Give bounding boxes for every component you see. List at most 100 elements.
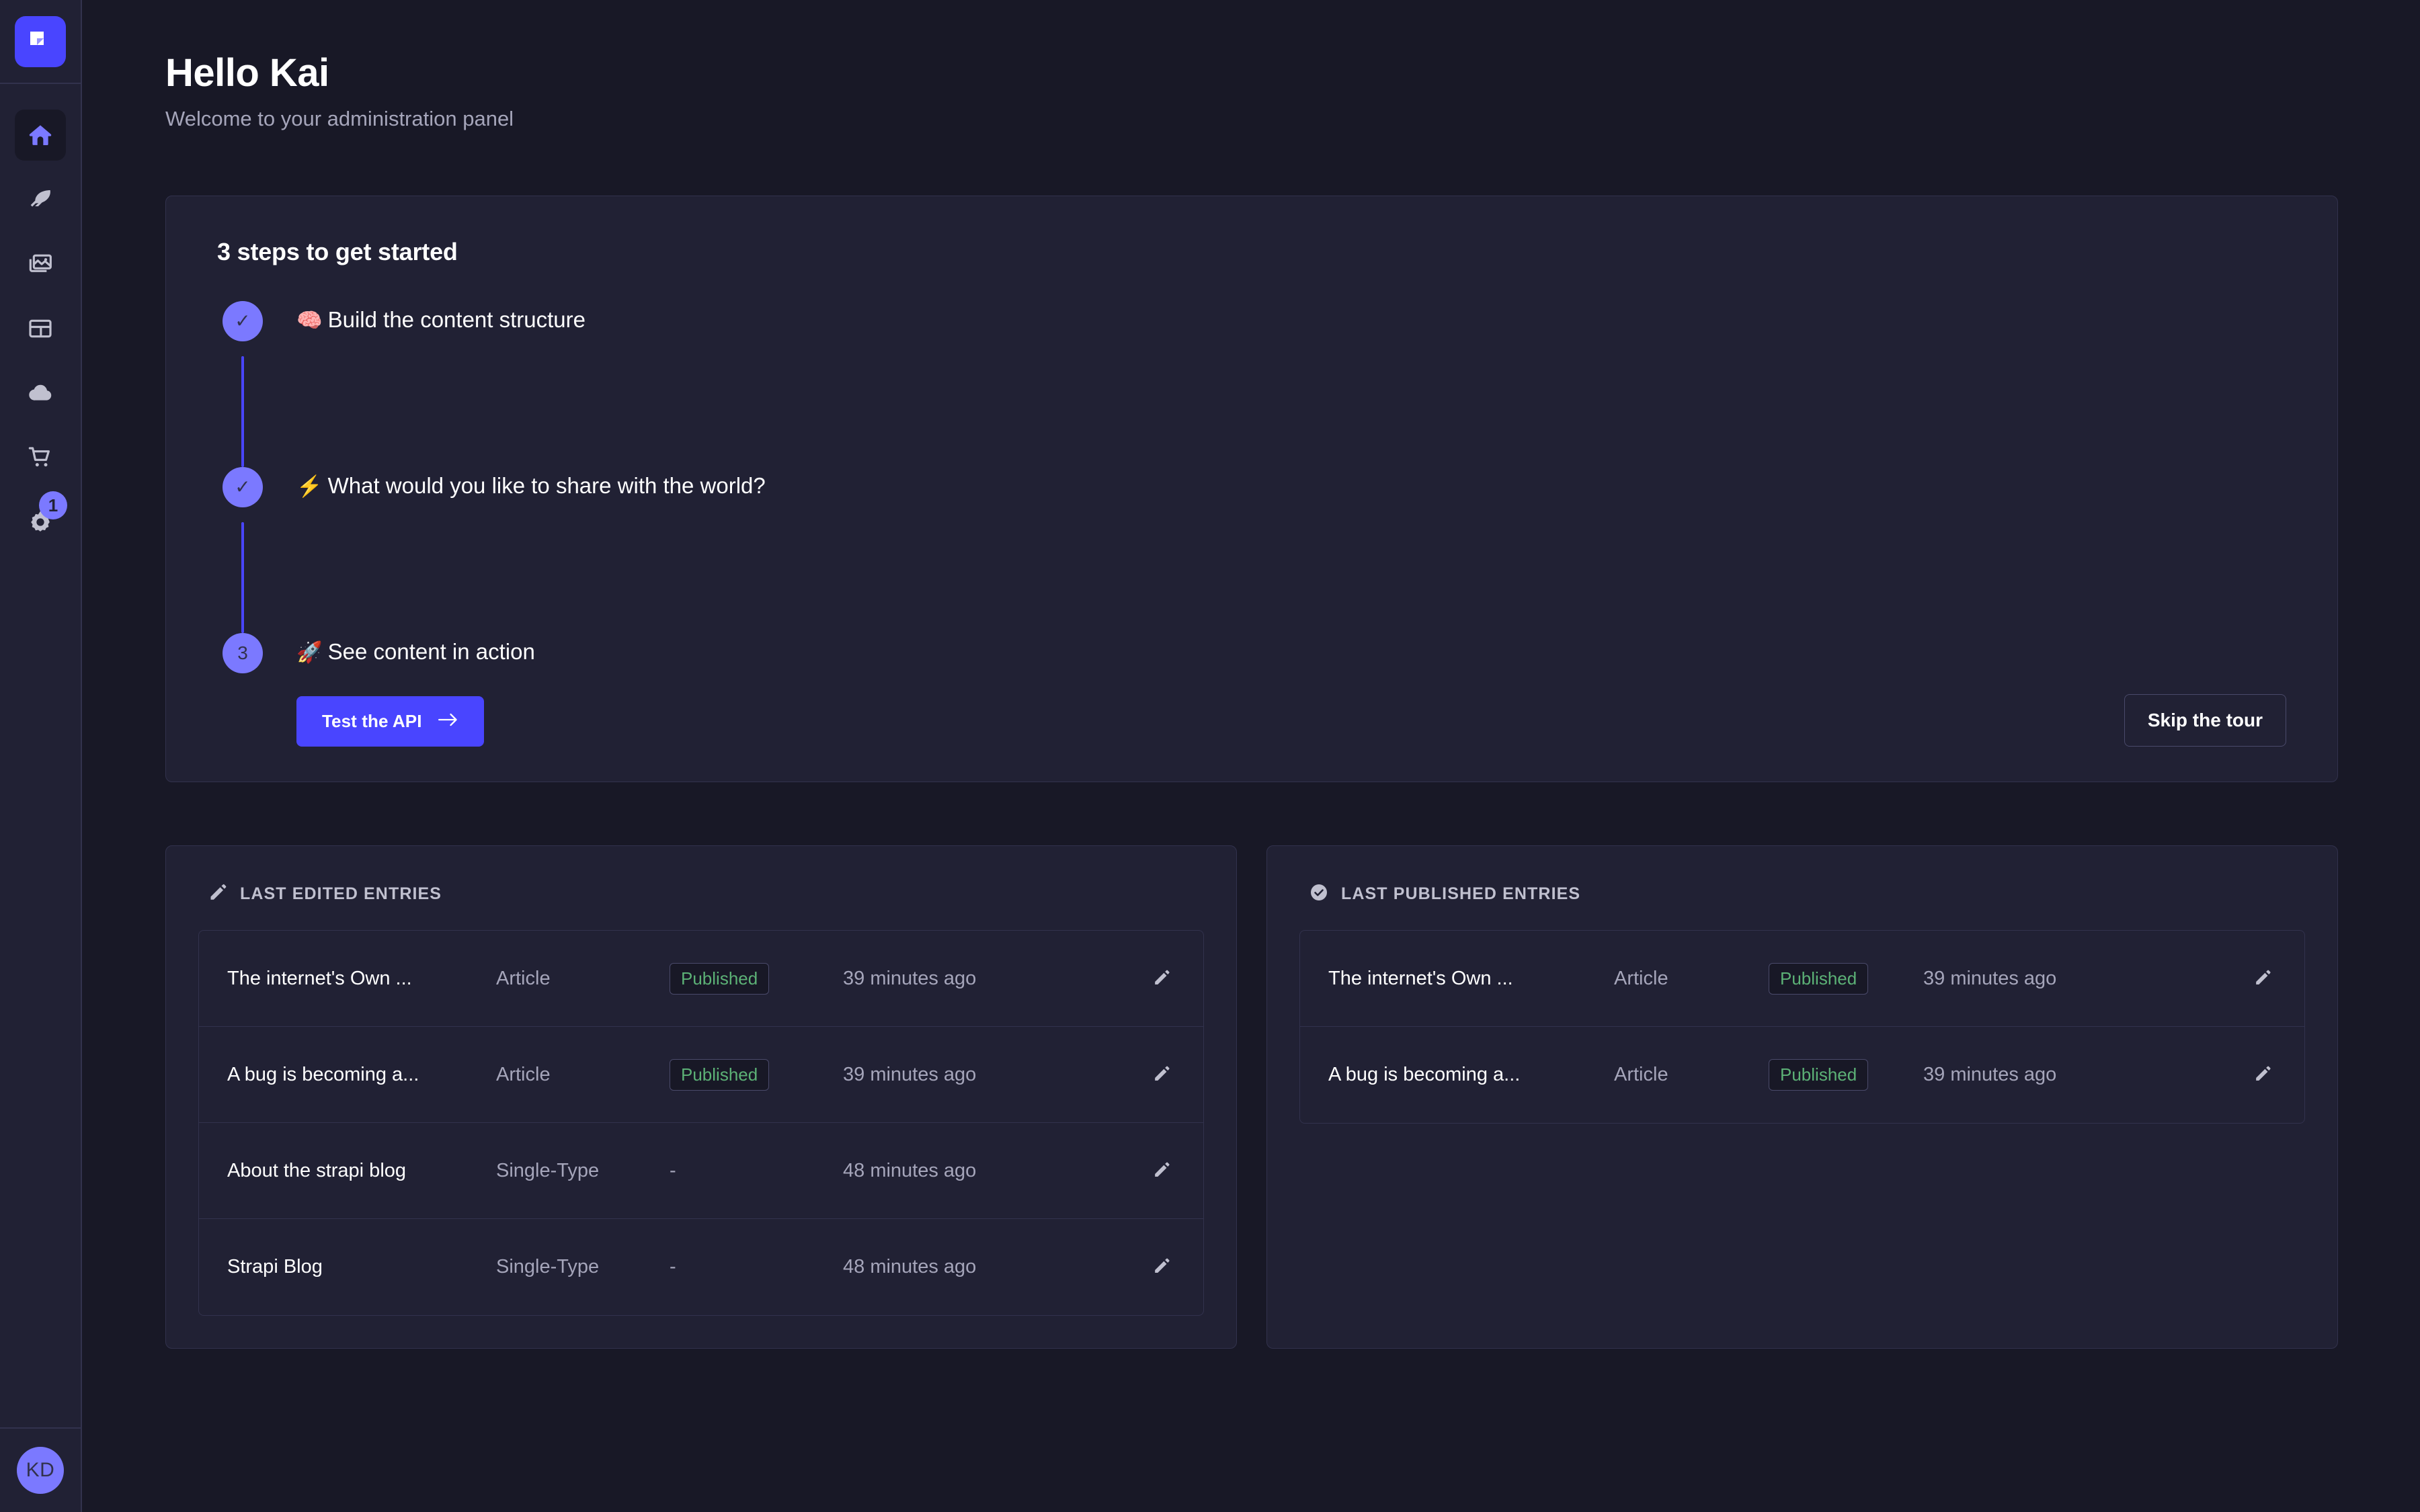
entry-time: 39 minutes ago (843, 967, 977, 989)
table-row[interactable]: The internet's Own ... Article Published… (199, 931, 1203, 1027)
edit-entry-button[interactable] (1148, 1253, 1175, 1282)
step-bullet-col: ✓ (217, 300, 268, 467)
status-badge: Published (670, 1058, 770, 1091)
entry-title: About the strapi blog (227, 1159, 407, 1181)
rocket-emoji-icon: 🚀 (296, 640, 323, 664)
onboarding-step-2: ✓ ⚡ What would you like to share with the… (217, 466, 2286, 633)
pencil-icon (1152, 1161, 1171, 1181)
entry-title: Strapi Blog (227, 1256, 323, 1278)
edit-entry-button[interactable] (2249, 1060, 2276, 1089)
step-body: ⚡ What would you like to share with the w… (268, 467, 2286, 501)
page-header: Hello Kai Welcome to your administration… (165, 0, 2338, 131)
step-label: 🚀 See content in action (296, 637, 2286, 667)
edit-entry-button[interactable] (1148, 964, 1175, 993)
step-done-check-icon: ✓ (223, 300, 263, 341)
entry-time: 39 minutes ago (1923, 967, 2057, 989)
entry-type: Article (1614, 967, 1668, 989)
edit-entry-button[interactable] (1148, 1157, 1175, 1185)
entry-title: A bug is becoming a... (227, 1063, 419, 1085)
entry-status: Published (1769, 962, 1923, 995)
pencil-icon (1152, 968, 1171, 989)
avatar[interactable]: KD (17, 1447, 64, 1494)
onboarding-title: 3 steps to get started (217, 237, 458, 265)
step-label-text: Build the content structure (327, 306, 586, 332)
pencil-icon (2253, 968, 2272, 989)
status-badge: Published (1769, 1059, 1869, 1091)
edit-entry-button[interactable] (2249, 964, 2276, 993)
status-badge: Published (1769, 962, 1869, 995)
step-body: 🚀 See content in action Test the API (268, 633, 2286, 747)
status-empty: - (670, 1256, 676, 1278)
settings-badge: 1 (39, 491, 67, 519)
sidebar-logo-wrap (0, 0, 81, 84)
images-icon (27, 251, 54, 278)
entry-status: Published (670, 1058, 843, 1091)
table-row[interactable]: The internet's Own ... Article Published… (1300, 931, 2304, 1027)
layout-icon (27, 315, 54, 342)
step-connector (241, 355, 244, 467)
entry-time: 48 minutes ago (843, 1256, 977, 1278)
entry-action (1115, 1253, 1175, 1282)
entry-status: - (670, 1256, 843, 1278)
entry-time: 48 minutes ago (843, 1159, 977, 1181)
table-row[interactable]: Strapi Blog Single-Type - 48 minutes ago (199, 1219, 1203, 1315)
feather-icon (27, 186, 54, 213)
step-done-check-icon: ✓ (223, 466, 263, 507)
table-row[interactable]: About the strapi blog Single-Type - 48 m… (199, 1123, 1203, 1220)
entry-status: Published (670, 962, 843, 995)
table-row[interactable]: A bug is becoming a... Article Published… (1300, 1027, 2304, 1123)
onboarding-steps: ✓ 🧠 Build the content structure ✓ (217, 300, 2286, 747)
test-the-api-button[interactable]: Test the API (296, 696, 484, 747)
home-icon (27, 122, 54, 149)
sidebar-item-home[interactable] (15, 110, 66, 161)
entry-type: Article (496, 967, 551, 989)
entry-type: Article (496, 1063, 551, 1085)
entries-table: The internet's Own ... Article Published… (198, 930, 1204, 1316)
sidebar: 1 KD (0, 0, 82, 1512)
shopping-cart-icon (27, 444, 54, 471)
page-subtitle: Welcome to your administration panel (165, 106, 514, 130)
onboarding-card: 3 steps to get started ✓ 🧠 Build the cont… (165, 195, 2338, 783)
table-row[interactable]: A bug is becoming a... Article Published… (199, 1027, 1203, 1124)
entries-panels-row: LAST EDITED ENTRIES The internet's Own .… (165, 845, 2338, 1349)
edit-entry-button[interactable] (1148, 1060, 1175, 1089)
sidebar-item-settings[interactable]: 1 (15, 491, 67, 548)
sidebar-nav: 1 (0, 84, 81, 1427)
panel-header: LAST PUBLISHED ENTRIES (1299, 882, 2305, 906)
entry-status: - (670, 1160, 843, 1182)
entry-time: 39 minutes ago (1923, 1064, 2057, 1086)
onboarding-step-1: ✓ 🧠 Build the content structure (217, 300, 2286, 467)
step-label: 🧠 Build the content structure (296, 305, 2286, 335)
step-label-text: See content in action (327, 638, 535, 664)
sidebar-item-marketplace[interactable] (15, 432, 66, 483)
arrow-right-icon (438, 711, 458, 732)
entry-type: Single-Type (496, 1256, 600, 1278)
check-circle-icon (1309, 882, 1329, 906)
entry-title: The internet's Own ... (1328, 967, 1513, 989)
page-title: Hello Kai (165, 51, 329, 95)
sidebar-item-content-manager[interactable] (15, 174, 66, 225)
panel-title: LAST EDITED ENTRIES (240, 884, 442, 904)
step-body: 🧠 Build the content structure (268, 301, 2286, 335)
pencil-icon (1152, 1064, 1171, 1085)
panel-title: LAST PUBLISHED ENTRIES (1341, 884, 1581, 904)
test-the-api-label: Test the API (322, 711, 422, 732)
sidebar-item-media-library[interactable] (15, 239, 66, 290)
step-label-text: What would you like to share with the wo… (327, 472, 766, 498)
strapi-logo-icon[interactable] (15, 15, 66, 67)
last-edited-entries-panel: LAST EDITED ENTRIES The internet's Own .… (165, 845, 1237, 1349)
entry-action (1115, 1060, 1175, 1089)
entry-action (2216, 1060, 2276, 1089)
entry-time: 39 minutes ago (843, 1063, 977, 1085)
sidebar-item-content-type-builder[interactable] (15, 303, 66, 354)
lightning-emoji-icon: ⚡ (296, 474, 323, 498)
sidebar-item-cloud[interactable] (15, 368, 66, 419)
step-bullet-col: ✓ (217, 466, 268, 633)
pencil-icon (2253, 1064, 2272, 1085)
entry-title: A bug is becoming a... (1328, 1064, 1521, 1086)
entry-action (2216, 964, 2276, 993)
step-label: ⚡ What would you like to share with the w… (296, 471, 2286, 501)
skip-the-tour-button[interactable]: Skip the tour (2124, 694, 2286, 747)
entry-status: Published (1769, 1059, 1923, 1091)
panel-header: LAST EDITED ENTRIES (198, 882, 1204, 906)
